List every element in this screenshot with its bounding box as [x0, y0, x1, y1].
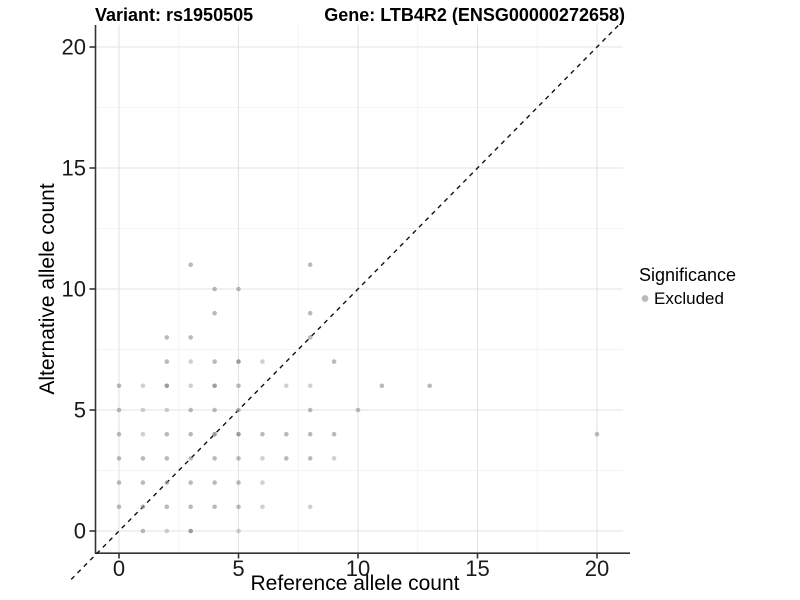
legend-label-excluded: Excluded: [654, 289, 724, 308]
data-point: [188, 456, 193, 461]
data-point: [284, 383, 289, 389]
x-tick-label: 10: [346, 556, 370, 581]
legend: Significance Excluded: [639, 265, 736, 308]
x-tick-label: 15: [465, 556, 489, 581]
data-point: [307, 431, 313, 437]
y-tick-label: 5: [74, 398, 86, 423]
data-point: [307, 504, 313, 510]
data-point: [236, 528, 241, 534]
data-point: [164, 480, 170, 485]
plot-title-gene: Gene: LTB4R2 (ENSG00000272658): [324, 5, 625, 25]
data-point: [212, 407, 217, 413]
data-point: [307, 456, 313, 461]
data-point: [164, 431, 170, 437]
y-tick-label: 0: [74, 519, 86, 544]
data-point: [236, 504, 241, 510]
data-point: [212, 431, 217, 437]
data-point: [188, 359, 193, 364]
x-tick-label: 5: [232, 556, 244, 581]
data-point: [260, 504, 265, 510]
data-point: [188, 383, 193, 389]
y-tick-label: 15: [62, 156, 86, 181]
data-point: [140, 431, 146, 437]
data-point: [188, 335, 193, 340]
data-point: [331, 359, 337, 364]
data-point: [212, 286, 217, 292]
data-point: [140, 456, 146, 461]
data-point: [140, 383, 146, 389]
data-point: [164, 504, 170, 510]
data-point: [236, 431, 241, 437]
data-point: [212, 310, 217, 316]
data-point: [116, 504, 122, 510]
data-point: [188, 431, 193, 437]
data-point: [236, 383, 241, 389]
data-point: [307, 310, 313, 316]
data-point: [164, 383, 170, 389]
legend-title: Significance: [639, 265, 736, 285]
x-axis-title: Reference allele count: [251, 572, 460, 595]
data-point: [236, 407, 241, 413]
data-point: [331, 431, 337, 437]
axis-lines: [94, 25, 630, 555]
data-point: [260, 431, 265, 437]
data-point: [260, 359, 265, 364]
data-point: [140, 480, 146, 485]
x-tick-label: 20: [585, 556, 609, 581]
data-point: [355, 407, 361, 413]
data-point: [307, 383, 313, 389]
data-point: [188, 407, 193, 413]
x-tick-label: 0: [113, 556, 125, 581]
data-point: [379, 383, 385, 389]
points-layer: [116, 262, 600, 534]
data-point: [164, 407, 170, 413]
data-point: [307, 407, 313, 413]
data-point: [116, 456, 122, 461]
data-point: [188, 262, 193, 268]
data-point: [260, 456, 265, 461]
data-point: [284, 456, 289, 461]
data-point: [164, 335, 170, 340]
y-axis-title: Alternative allele count: [36, 183, 59, 394]
y-tick-label: 20: [62, 35, 86, 60]
tick-layer: 0 5 10 15 20 0 5 10 15 20: [62, 35, 610, 582]
data-point: [307, 262, 313, 268]
data-point: [212, 480, 217, 485]
y-tick-label: 10: [62, 277, 86, 302]
data-point: [164, 456, 170, 461]
data-point: [594, 431, 600, 437]
data-point: [212, 383, 217, 389]
data-point: [284, 431, 289, 437]
data-point: [116, 431, 122, 437]
data-point: [427, 383, 433, 389]
data-point: [307, 335, 313, 340]
data-point: [236, 286, 241, 292]
grid-layer: [95, 25, 623, 553]
data-point: [116, 480, 122, 485]
data-point: [212, 504, 217, 510]
data-point: [140, 407, 146, 413]
data-point: [164, 359, 170, 364]
legend-key-excluded-icon: [641, 295, 649, 302]
data-point: [236, 359, 241, 364]
data-point: [236, 456, 241, 461]
data-point: [236, 480, 241, 485]
data-point: [188, 528, 193, 534]
identity-line: [70, 22, 622, 580]
plot-title-variant: Variant: rs1950505: [95, 5, 253, 25]
data-point: [116, 383, 122, 389]
data-point: [140, 528, 146, 534]
data-point: [116, 407, 122, 413]
data-point: [188, 504, 193, 510]
data-point: [164, 528, 170, 534]
data-point: [260, 480, 265, 485]
data-point: [188, 480, 193, 485]
data-point: [212, 456, 217, 461]
data-point: [331, 456, 337, 461]
data-point: [212, 359, 217, 364]
data-point: [140, 504, 146, 510]
